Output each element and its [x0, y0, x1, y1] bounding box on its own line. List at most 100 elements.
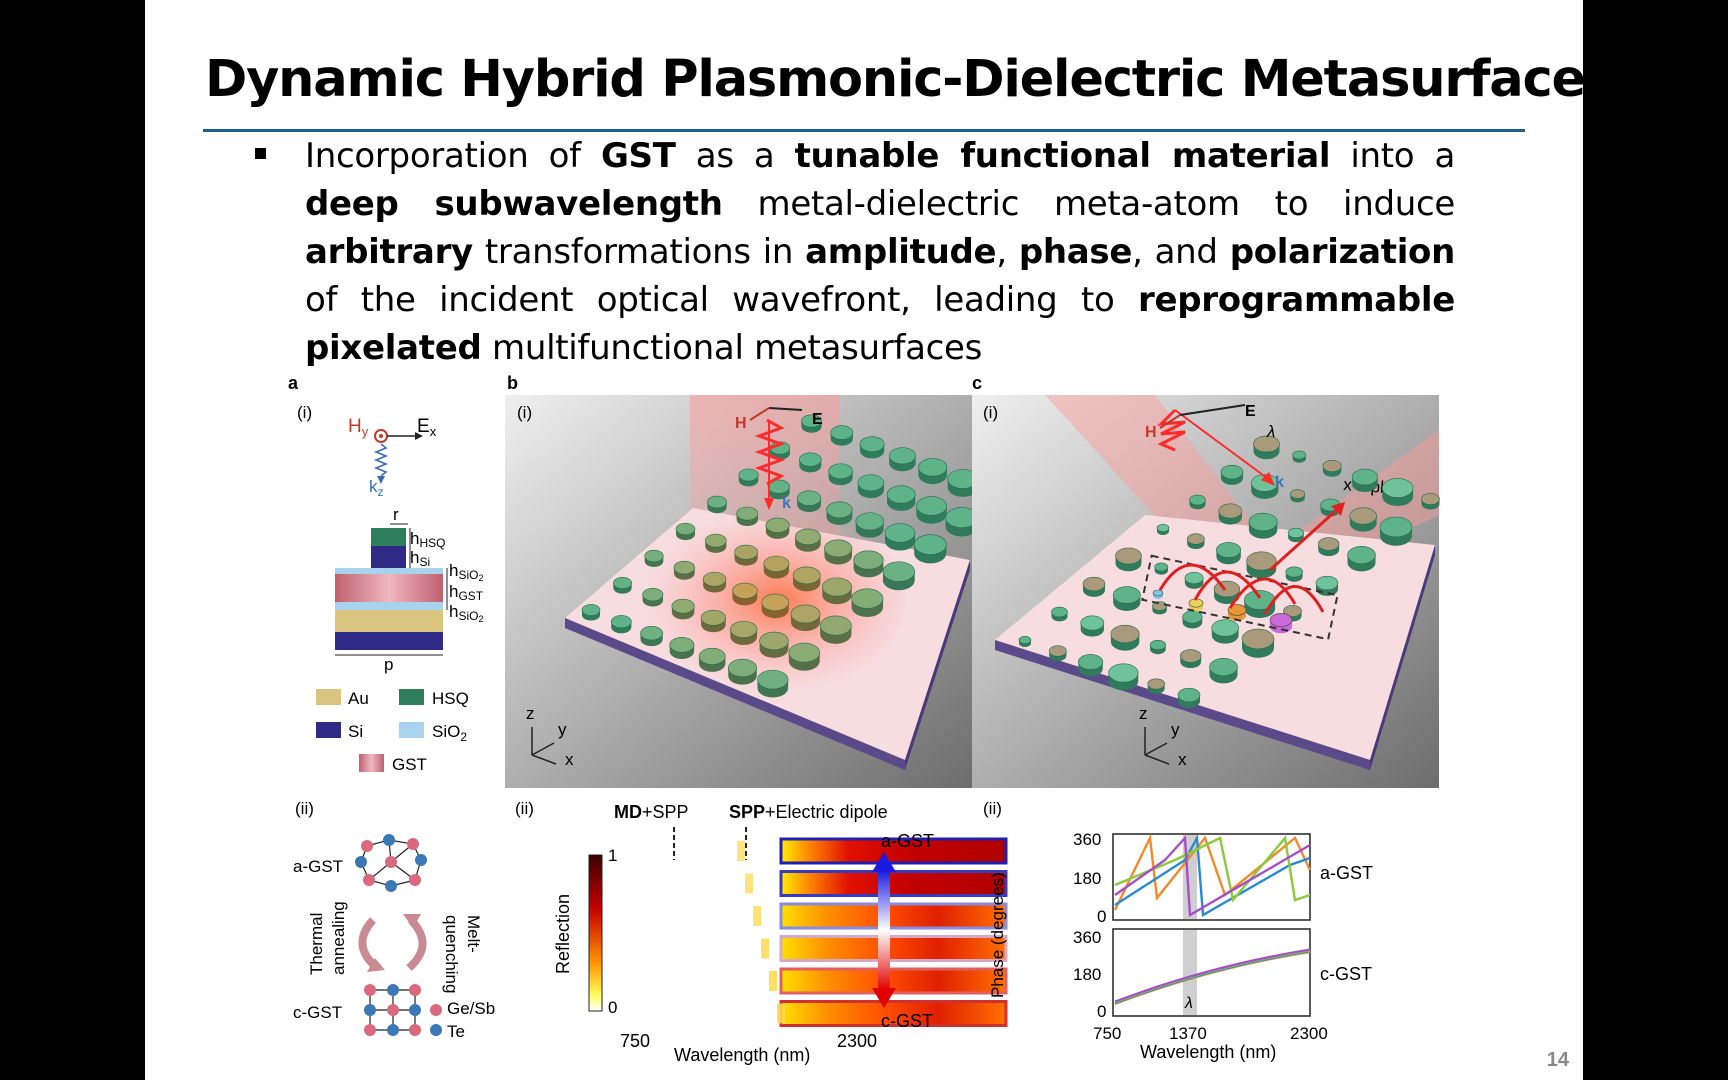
- reflection-axis-label: Reflection: [553, 894, 573, 974]
- x-tick-750: 750: [620, 1031, 650, 1051]
- dim-label: hGST: [449, 582, 484, 603]
- bullet-run: as a: [675, 136, 795, 176]
- amorphous-atoms: [355, 834, 427, 892]
- bullet-run: metal-dielectric meta-atom to induce: [722, 184, 1456, 224]
- pillar-top: [1078, 654, 1104, 670]
- pillar-top: [1285, 566, 1303, 578]
- wave-e-b: [754, 418, 786, 486]
- scattered-wave-arc: [1158, 563, 1325, 615]
- state-label-c-gst: c-GST: [881, 1011, 933, 1031]
- pillar-top: [819, 615, 852, 636]
- phase-arrowhead: [403, 914, 421, 928]
- y-tick: 180: [1073, 965, 1101, 984]
- pillar-top: [1186, 533, 1205, 545]
- pillar-top: [700, 609, 727, 626]
- pillar-top: [1184, 571, 1204, 585]
- supercell-pillar-top: [1152, 589, 1164, 597]
- axis-x-b: x: [565, 750, 574, 769]
- lambda-label-c: λ: [1266, 422, 1275, 441]
- atom-legend-te-label: Te: [447, 1022, 465, 1041]
- colorbar-max: 1: [608, 846, 617, 865]
- vec-e-label-c: E: [1245, 403, 1256, 420]
- field-e-arrowhead: [415, 432, 423, 440]
- pillar-top: [761, 593, 790, 612]
- legend-label-gst: GST: [392, 755, 427, 774]
- pillar-top: [1220, 464, 1244, 480]
- axis-z-b: z: [526, 704, 535, 723]
- pillar-top: [851, 588, 884, 609]
- pillar-top: [790, 604, 821, 624]
- vec-k-label-b: k: [782, 495, 791, 512]
- bullet-bold: amplitude: [805, 232, 997, 272]
- lambda-band-bottom: [1183, 930, 1197, 1015]
- pillar-top: [1051, 606, 1068, 618]
- field-h-dot: [379, 434, 383, 438]
- axes-triad-b: [531, 727, 557, 765]
- subpanel-label: (i): [297, 403, 312, 422]
- subpanel-label: (i): [517, 403, 532, 422]
- pillar-top: [669, 636, 695, 653]
- pillar-top: [801, 414, 822, 428]
- wave-k: [373, 443, 389, 477]
- pillar-top: [824, 539, 853, 558]
- h-vector-b: [749, 407, 770, 421]
- resonance-highlight: [769, 971, 777, 991]
- pillar-top: [698, 647, 726, 665]
- legend-label-au: Au: [348, 689, 369, 708]
- pillar-top: [1379, 516, 1413, 538]
- bullet-bold: GST: [600, 136, 676, 176]
- pillar-top: [1018, 635, 1032, 645]
- pillar-top: [1080, 615, 1105, 631]
- pillar-top: [1211, 619, 1239, 637]
- si-substrate: [335, 632, 443, 650]
- pillar-top: [792, 566, 821, 585]
- pillar-top: [704, 533, 727, 548]
- phase-curves-top: [1113, 833, 1312, 918]
- reflection-strip: [779, 967, 1008, 995]
- pillar-top: [1347, 546, 1376, 564]
- panel-label-a: a: [288, 373, 299, 393]
- pillar-top: [1315, 575, 1339, 591]
- supercell-outline: [1141, 554, 1339, 641]
- pillar-top: [730, 620, 758, 638]
- axis-y-b: y: [558, 720, 567, 739]
- y-tick: 0: [1097, 907, 1106, 926]
- reflection-strip: [779, 935, 1008, 962]
- pillar-top: [1246, 551, 1277, 571]
- resonance-highlight: [745, 873, 753, 894]
- beam-c-in: [1045, 395, 1265, 560]
- pillar-top: [1349, 507, 1377, 525]
- y-tick: 0: [1097, 1002, 1106, 1021]
- bullet-bold: reprogrammable pixelated: [305, 280, 1455, 368]
- resonance-highlight: [761, 938, 769, 959]
- pillar-top: [826, 501, 853, 519]
- figure: a b c (i) Hy Ex kz r p hHSQ hSi hSiO2 hG…: [288, 373, 1440, 1065]
- pillar-top: [918, 458, 948, 477]
- pillar-top: [857, 474, 885, 492]
- pillar-top: [1179, 649, 1202, 663]
- vec-h-label-c: H: [1145, 424, 1157, 441]
- phase-axis-label: Phase (degrees): [988, 872, 1007, 998]
- phase-curve: [1113, 833, 1312, 911]
- k-arrowhead-c: [1261, 472, 1275, 486]
- pillar-top: [642, 587, 664, 602]
- dim-label: hSiO2: [449, 561, 484, 583]
- reflection-strip: [779, 870, 1008, 897]
- x-tick: 750: [1093, 1024, 1121, 1043]
- pillar-top: [738, 468, 759, 482]
- phase-bottom-label: c-GST: [1320, 964, 1372, 984]
- pillar-top: [1112, 586, 1141, 604]
- reflection-strip: [779, 837, 1008, 865]
- resonance-highlight: [753, 906, 761, 926]
- axis-x-c: x: [1178, 750, 1187, 769]
- pillar-top: [794, 528, 821, 546]
- pillar-top: [1283, 605, 1302, 617]
- bullet-run: multifunctional metasurfaces: [481, 328, 983, 368]
- metasurface-edge-b: [905, 560, 970, 770]
- reflection-strip: [779, 902, 1008, 930]
- pillar-top: [765, 517, 790, 533]
- field-h-label: Hy: [348, 416, 369, 439]
- e-vector-b: [768, 407, 803, 411]
- axes-triad-c: [1144, 727, 1170, 765]
- sio2-bottom-layer: [335, 602, 443, 610]
